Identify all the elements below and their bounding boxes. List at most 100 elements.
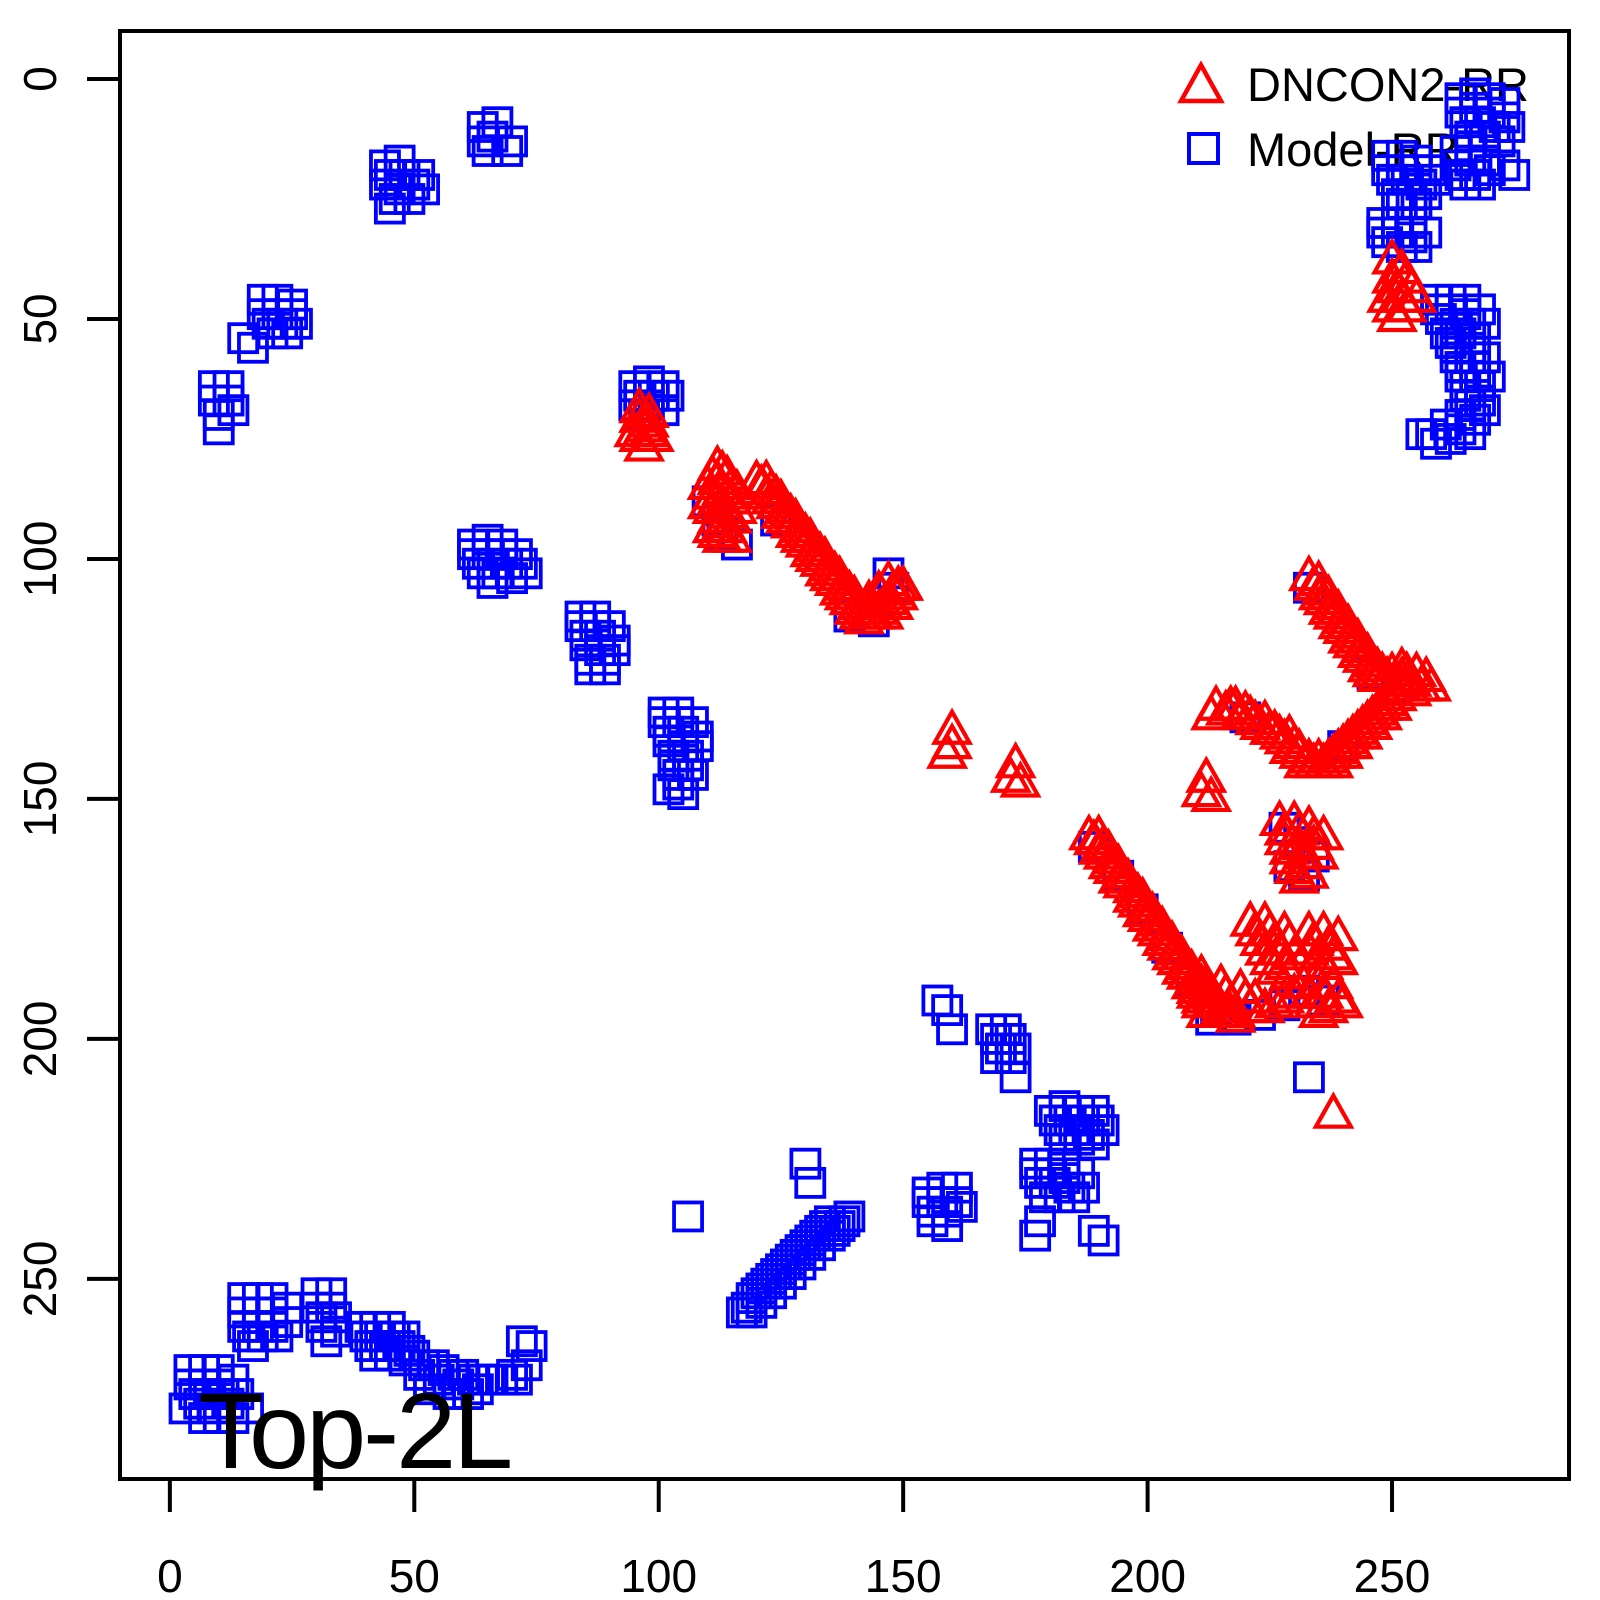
triangle-marker: [1322, 981, 1365, 1019]
y-axis-tick-label: 250: [14, 1240, 66, 1317]
square-marker: [589, 653, 621, 686]
triangle-marker: [1297, 832, 1340, 870]
square-marker: [1498, 159, 1531, 191]
square-marker: [745, 1286, 778, 1319]
square-marker: [202, 413, 235, 446]
legend-label-model: Model-RR: [1247, 123, 1459, 176]
square-marker: [994, 1042, 1027, 1074]
triangle-marker: [1278, 731, 1321, 769]
triangle-marker: [1287, 851, 1331, 889]
square-marker: [310, 1325, 343, 1358]
triangle-marker: [701, 515, 744, 553]
triangle-marker: [1268, 726, 1311, 765]
square-marker: [1019, 1219, 1052, 1252]
square-marker: [784, 1248, 817, 1281]
square-marker: [232, 1392, 264, 1425]
square-marker: [598, 634, 631, 667]
legend-triangle-icon: [1177, 60, 1225, 104]
triangle-marker: [847, 577, 891, 616]
square-marker: [813, 1219, 846, 1252]
square-marker: [662, 768, 695, 801]
square-marker: [1087, 1114, 1120, 1146]
triangle-marker: [1307, 985, 1350, 1024]
square-marker: [1488, 101, 1521, 134]
square-marker: [941, 1186, 973, 1218]
x-axis-tick-label: 100: [620, 1550, 697, 1600]
plot-area-border: [118, 29, 1571, 1481]
square-marker: [501, 538, 533, 571]
x-axis-tick-label: 50: [389, 1550, 440, 1600]
square-marker: [476, 567, 509, 599]
square-marker: [823, 1210, 856, 1242]
triangle-marker: [1287, 928, 1331, 966]
triangle-marker: [1180, 769, 1223, 808]
square-marker: [667, 778, 700, 811]
triangle-marker: [989, 755, 1032, 793]
square-marker: [515, 1330, 548, 1362]
square-marker: [1420, 427, 1452, 460]
triangle-marker: [1410, 664, 1453, 702]
triangle-marker: [1214, 990, 1257, 1028]
square-marker: [1473, 360, 1506, 393]
legend-square-icon: [1187, 132, 1220, 165]
triangle-marker: [926, 731, 969, 769]
square-marker: [735, 1296, 768, 1329]
square-marker: [452, 1378, 484, 1410]
square-marker: [510, 557, 543, 590]
square-marker: [833, 1200, 866, 1233]
y-axis-tick-label: 50: [14, 293, 66, 344]
square-marker: [794, 1238, 827, 1271]
square-marker: [921, 984, 954, 1017]
square-marker: [505, 1325, 538, 1358]
triangle-marker: [1278, 856, 1321, 894]
square-marker: [373, 192, 406, 225]
square-marker: [237, 331, 269, 364]
y-axis-tick-label: 0: [14, 66, 66, 92]
square-marker: [1293, 1061, 1325, 1094]
triangle-marker: [1297, 990, 1340, 1028]
square-marker: [432, 1378, 465, 1410]
square-marker: [774, 1258, 807, 1290]
square-marker: [1454, 418, 1487, 451]
triangle-marker: [1273, 971, 1316, 1009]
x-axis-tick-label: 150: [865, 1550, 942, 1600]
square-marker: [227, 322, 260, 355]
square-marker: [315, 1291, 348, 1324]
square-marker: [789, 1147, 822, 1180]
square-marker: [271, 317, 304, 350]
square-marker: [261, 1320, 294, 1353]
triangle-marker: [1190, 774, 1233, 813]
y-axis-tick-label: 150: [14, 761, 66, 838]
square-marker: [168, 1392, 201, 1425]
square-marker: [1077, 1214, 1110, 1247]
square-marker: [1400, 231, 1433, 263]
square-marker: [999, 1061, 1032, 1094]
square-marker: [408, 173, 440, 206]
square-marker: [936, 1013, 968, 1046]
x-axis-tick-label: 0: [157, 1550, 183, 1600]
triangle-marker: [999, 760, 1042, 798]
square-marker: [237, 1330, 269, 1362]
triangle-marker: [1375, 294, 1419, 333]
square-marker: [794, 1166, 827, 1199]
square-marker: [765, 1267, 797, 1300]
annotation-top-2l: Top-2L: [198, 1370, 510, 1491]
triangle-marker: [1312, 1091, 1355, 1129]
y-axis-tick-label: 200: [14, 1001, 66, 1078]
square-marker: [413, 1373, 445, 1406]
triangle-marker: [862, 592, 905, 630]
triangle-marker: [622, 424, 666, 462]
y-axis: 0 50 100 150 200 250: [14, 66, 120, 1317]
square-marker: [931, 994, 964, 1026]
square-marker: [1464, 168, 1496, 201]
x-axis-tick-label: 200: [1109, 1550, 1186, 1600]
triangle-marker: [877, 573, 920, 611]
series-dncon2-rr: [613, 237, 1453, 1129]
triangle-marker: [1243, 985, 1287, 1024]
triangle-marker: [1253, 981, 1296, 1019]
triangle-marker: [1263, 976, 1306, 1014]
square-marker: [281, 307, 313, 340]
square-marker: [276, 298, 308, 331]
x-axis: 0 50 100 150 200 250: [157, 1479, 1430, 1600]
